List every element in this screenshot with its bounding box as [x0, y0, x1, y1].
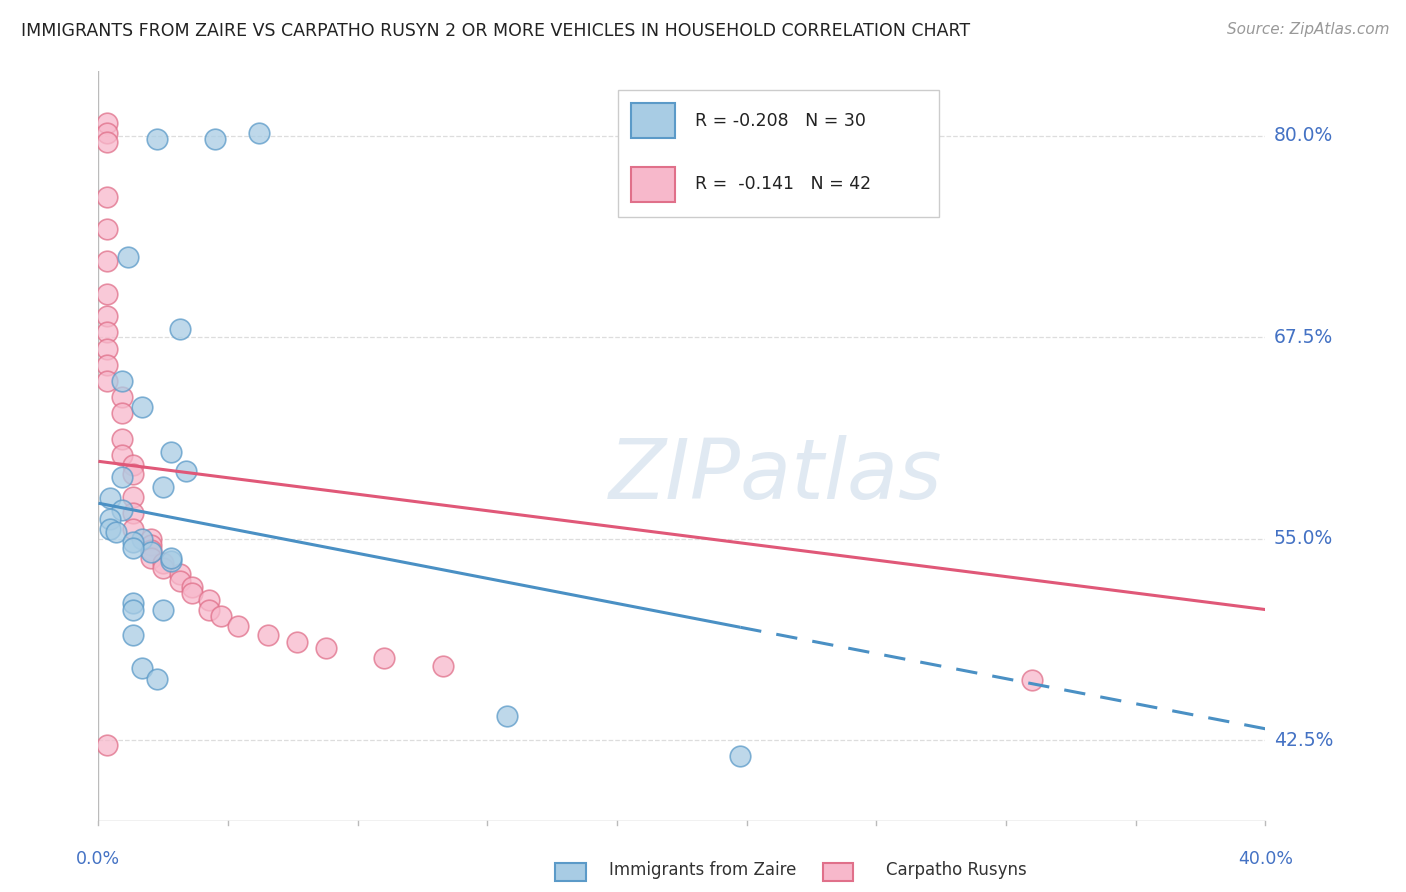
- Text: 0.0%: 0.0%: [76, 850, 121, 868]
- Point: [96, 342, 118, 356]
- Point: [98, 512, 121, 526]
- Point: [204, 132, 226, 146]
- Point: [111, 390, 134, 404]
- Point: [256, 628, 278, 642]
- Point: [432, 659, 454, 673]
- Point: [111, 448, 134, 462]
- Point: [122, 534, 145, 549]
- Text: R = -0.208   N = 30: R = -0.208 N = 30: [695, 112, 866, 129]
- Point: [111, 432, 134, 446]
- Text: 42.5%: 42.5%: [1274, 731, 1333, 749]
- Point: [152, 556, 174, 570]
- Point: [122, 602, 145, 616]
- Text: ZIPatlas: ZIPatlas: [609, 435, 942, 516]
- Point: [209, 609, 232, 624]
- Text: Source: ZipAtlas.com: Source: ZipAtlas.com: [1226, 22, 1389, 37]
- Point: [117, 250, 139, 264]
- Point: [285, 634, 308, 648]
- Point: [180, 580, 202, 594]
- Point: [180, 586, 202, 600]
- Text: Carpatho Rusyns: Carpatho Rusyns: [886, 861, 1026, 879]
- Point: [111, 374, 134, 388]
- Point: [111, 470, 134, 484]
- Point: [111, 406, 134, 420]
- Point: [96, 116, 118, 130]
- Point: [122, 490, 145, 504]
- Point: [122, 628, 145, 642]
- Point: [1021, 673, 1043, 688]
- Point: [169, 322, 191, 336]
- Point: [96, 254, 118, 268]
- Point: [139, 544, 162, 558]
- Point: [152, 480, 174, 494]
- Point: [96, 326, 118, 340]
- Point: [730, 749, 752, 764]
- Point: [198, 593, 221, 607]
- Point: [96, 135, 118, 149]
- Bar: [630, 167, 675, 202]
- Point: [96, 310, 118, 324]
- Point: [198, 602, 221, 616]
- Point: [315, 641, 337, 656]
- Bar: [630, 103, 675, 138]
- Text: 80.0%: 80.0%: [1274, 127, 1333, 145]
- Point: [96, 190, 118, 204]
- Point: [104, 525, 127, 540]
- Point: [122, 541, 145, 556]
- Point: [111, 502, 134, 516]
- Point: [228, 618, 250, 632]
- Text: R =  -0.141   N = 42: R = -0.141 N = 42: [695, 176, 870, 194]
- Point: [122, 506, 145, 520]
- Point: [96, 286, 118, 301]
- Point: [131, 400, 153, 414]
- Point: [169, 567, 191, 582]
- Point: [139, 551, 162, 566]
- Point: [96, 222, 118, 236]
- Point: [139, 543, 162, 558]
- Point: [160, 554, 183, 568]
- Point: [122, 596, 145, 610]
- Point: [98, 491, 121, 506]
- Point: [146, 672, 169, 686]
- Point: [96, 374, 118, 388]
- Point: [146, 132, 169, 146]
- Point: [122, 458, 145, 472]
- Point: [96, 358, 118, 372]
- Point: [496, 709, 519, 723]
- Point: [122, 522, 145, 536]
- Text: Immigrants from Zaire: Immigrants from Zaire: [609, 861, 797, 879]
- Point: [139, 532, 162, 546]
- Point: [96, 126, 118, 140]
- Text: 67.5%: 67.5%: [1274, 327, 1333, 347]
- Point: [169, 574, 191, 588]
- Point: [131, 532, 153, 546]
- Point: [96, 738, 118, 752]
- Text: IMMIGRANTS FROM ZAIRE VS CARPATHO RUSYN 2 OR MORE VEHICLES IN HOUSEHOLD CORRELAT: IMMIGRANTS FROM ZAIRE VS CARPATHO RUSYN …: [21, 22, 970, 40]
- Bar: [617, 90, 939, 218]
- Point: [139, 538, 162, 552]
- Text: 40.0%: 40.0%: [1237, 850, 1294, 868]
- Point: [160, 551, 183, 566]
- Point: [174, 464, 197, 478]
- Point: [152, 560, 174, 574]
- Point: [247, 126, 270, 140]
- Point: [160, 444, 183, 458]
- Point: [122, 467, 145, 482]
- Text: 55.0%: 55.0%: [1274, 529, 1333, 549]
- Point: [152, 602, 174, 616]
- Point: [131, 660, 153, 674]
- Point: [98, 522, 121, 536]
- Point: [373, 651, 395, 665]
